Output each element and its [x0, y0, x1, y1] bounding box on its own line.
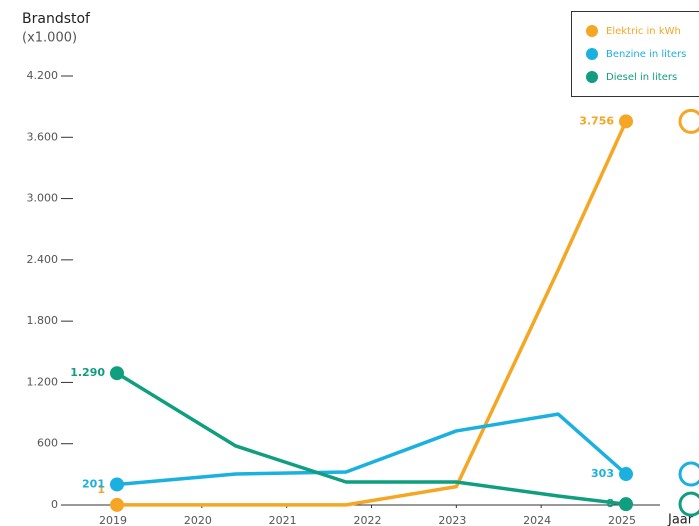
y-tick-label: 2.400 [27, 253, 59, 266]
legend-label: Benzine in liters [606, 49, 686, 60]
y-tick-label: 0 [51, 498, 58, 511]
x-tick-label: 2019 [99, 514, 127, 526]
legend-swatch [586, 71, 598, 83]
y-tick-label: 3.600 [27, 130, 59, 143]
series-line [117, 120, 628, 507]
legend-label: Elektric in kWh [606, 26, 681, 37]
point [110, 477, 124, 492]
x-tick-label: 2025 [608, 514, 636, 526]
y-tick-label: 3.000 [27, 192, 59, 205]
value-label: 8 [606, 497, 614, 510]
legend-swatch [586, 25, 598, 37]
point [619, 114, 633, 129]
point [110, 497, 124, 512]
y-tick-label: 600 [37, 437, 58, 450]
chart-title: Brandstof [22, 11, 91, 27]
x-tick-label: 2024 [523, 514, 551, 526]
value-label: 303 [591, 467, 614, 480]
point [619, 497, 633, 512]
value-label: 1.290 [70, 366, 105, 379]
series-line [116, 371, 627, 506]
x-tick-label: 2021 [269, 514, 297, 526]
end-icon [678, 491, 699, 517]
chart-subtitle: (x1.000) [22, 31, 77, 46]
value-label: 1 [97, 483, 105, 496]
end-icon [678, 108, 699, 134]
point [110, 366, 124, 381]
value-label: 3.756 [579, 114, 614, 127]
legend-swatch [586, 48, 598, 60]
y-tick-label: 4.200 [27, 69, 59, 82]
legend-label: Diesel in liters [606, 72, 677, 83]
point [619, 467, 633, 482]
y-tick-label: 1.200 [27, 375, 59, 388]
x-tick-label: 2023 [438, 514, 466, 526]
series-line [116, 412, 628, 487]
value-label: 201 [82, 477, 105, 490]
x-tick-label: 2020 [184, 514, 212, 526]
y-tick-label: 1.800 [27, 314, 59, 327]
x-tick-label: 2022 [354, 514, 382, 526]
end-icon [678, 461, 699, 487]
